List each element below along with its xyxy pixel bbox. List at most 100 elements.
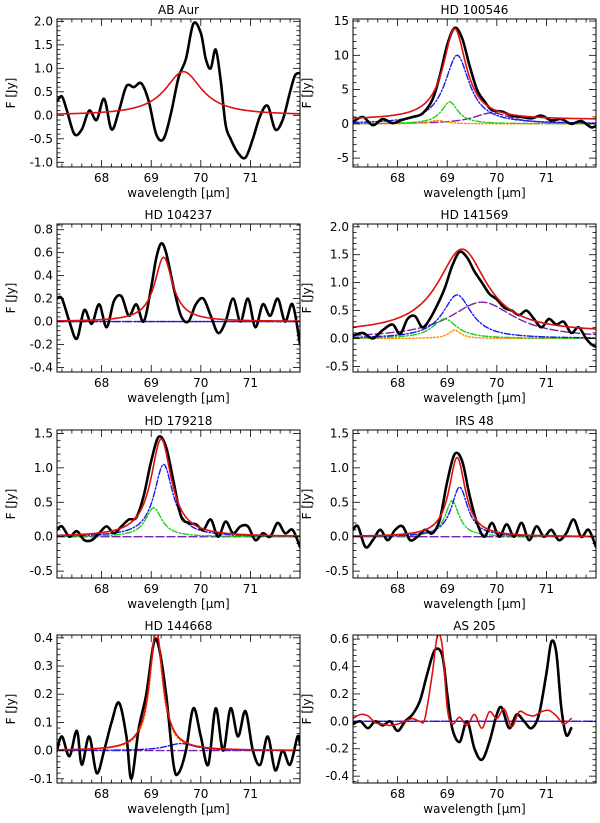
x-tick-label: 68 (94, 582, 109, 596)
x-tick-label: 71 (243, 376, 258, 390)
panel-hd-144668: HD 144668 68 69 70 71 -0.1 0.0 0.1 0.2 0.3 0.4 wave… (4, 619, 301, 816)
plot-frame (56, 429, 301, 579)
x-tick-label: 70 (193, 171, 208, 185)
series-observed (57, 637, 300, 781)
y-axis-label: F [Jy] (300, 78, 314, 109)
y-axis-label: F [Jy] (4, 694, 18, 725)
x-axis-label: wavelength [µm] (423, 597, 525, 611)
x-tick-label: 68 (390, 376, 405, 390)
plot-frame (352, 223, 597, 373)
y-tick-label: 0 (341, 117, 349, 131)
series-total-fit (57, 635, 300, 752)
x-tick-label: 68 (94, 376, 109, 390)
panel-title: HD 179218 (145, 414, 213, 428)
x-tick-label: 71 (539, 582, 554, 596)
y-tick-label: -0.2 (326, 742, 349, 756)
y-tick-label: -0.5 (326, 359, 349, 373)
y-tick-label: 0.5 (330, 304, 349, 318)
y-tick-label: 1.5 (34, 426, 53, 440)
y-tick-label: 0.0 (330, 714, 349, 728)
y-axis-label: F [Jy] (300, 694, 314, 725)
y-axis-label: F [Jy] (4, 489, 18, 520)
panel-irs-48: IRS 48 68 69 70 71 -0.5 0.0 0.5 1.0 1.5 wavelength… (300, 414, 597, 611)
y-tick-label: 0.1 (34, 715, 53, 729)
series-total-fit (57, 256, 300, 322)
x-tick-label: 69 (144, 376, 159, 390)
y-tick-label: 1.0 (34, 61, 53, 75)
y-tick-label: 0.4 (34, 269, 53, 283)
x-tick-label: 69 (144, 787, 159, 801)
y-tick-label: -0.5 (30, 564, 53, 578)
x-tick-label: 71 (539, 787, 554, 801)
plot-frame (352, 634, 597, 784)
x-tick-label: 71 (243, 582, 258, 596)
x-axis-label: wavelength [µm] (423, 802, 525, 816)
x-axis-label: wavelength [µm] (423, 391, 525, 405)
plot-frame (56, 223, 301, 373)
y-tick-label: 0.0 (330, 331, 349, 345)
series-model (353, 635, 572, 729)
y-tick-label: -0.4 (326, 769, 349, 783)
series-observed (57, 21, 300, 160)
y-tick-label: -5 (337, 151, 349, 165)
series-component-4 (57, 635, 300, 751)
y-tick-label: 0.0 (34, 744, 53, 758)
series-component-1 (353, 54, 596, 124)
y-tick-label: 0.2 (34, 687, 53, 701)
y-tick-label: 1.0 (330, 461, 349, 475)
y-tick-label: 0.2 (330, 687, 349, 701)
y-tick-label: 0.8 (34, 223, 53, 237)
panel-title: AB Aur (158, 3, 199, 17)
y-tick-label: 0.0 (34, 108, 53, 122)
y-tick-label: 10 (334, 48, 349, 62)
y-tick-label: -1.0 (30, 155, 53, 169)
x-tick-label: 70 (489, 787, 504, 801)
panel-as-205: AS 205 68 69 70 71 -0.4 -0.2 0.0 0.2 0.4 0.6 wavele… (300, 619, 597, 816)
y-tick-label: 15 (334, 14, 349, 28)
series-observed (353, 639, 573, 762)
x-tick-label: 71 (539, 171, 554, 185)
series-observed (353, 26, 596, 129)
series-group (353, 635, 596, 762)
y-tick-label: 0.0 (34, 315, 53, 329)
panel-hd-100546: HD 100546 68 69 70 71 -5 0 5 10 15 wavelength [µm]… (300, 3, 597, 200)
panel-title: HD 141569 (441, 208, 509, 222)
y-tick-label: 0.5 (330, 495, 349, 509)
y-tick-label: -0.5 (30, 132, 53, 146)
x-tick-label: 69 (440, 171, 455, 185)
y-axis-label: F [Jy] (300, 489, 314, 520)
y-tick-label: 1.5 (330, 248, 349, 262)
x-axis-label: wavelength [µm] (127, 802, 229, 816)
series-observed (57, 435, 300, 549)
x-tick-label: 69 (440, 787, 455, 801)
y-tick-label: -0.2 (30, 337, 53, 351)
y-tick-label: -0.5 (326, 564, 349, 578)
y-tick-label: 2.0 (330, 220, 349, 234)
series-group (57, 435, 300, 549)
x-axis-label: wavelength [µm] (127, 597, 229, 611)
series-group (57, 635, 300, 781)
plot-frame (352, 18, 597, 168)
series-total-fit (353, 456, 596, 538)
x-tick-label: 70 (489, 376, 504, 390)
y-tick-label: 0.4 (330, 660, 349, 674)
series-total-fit (353, 248, 596, 330)
series-group (353, 451, 596, 549)
x-tick-label: 70 (489, 582, 504, 596)
plot-frame (352, 429, 597, 579)
x-tick-label: 69 (440, 376, 455, 390)
series-component-1 (353, 294, 596, 339)
plot-frame (56, 634, 301, 784)
series-observed (57, 242, 300, 346)
x-axis-label: wavelength [µm] (423, 186, 525, 200)
series-total-fit (57, 70, 300, 115)
y-axis-label: F [Jy] (4, 78, 18, 109)
x-tick-label: 68 (390, 582, 405, 596)
panel-title: IRS 48 (455, 414, 494, 428)
y-tick-label: 0.2 (34, 292, 53, 306)
y-axis-label: F [Jy] (4, 283, 18, 314)
x-tick-label: 68 (94, 171, 109, 185)
x-tick-label: 68 (94, 787, 109, 801)
series-group (57, 21, 300, 160)
